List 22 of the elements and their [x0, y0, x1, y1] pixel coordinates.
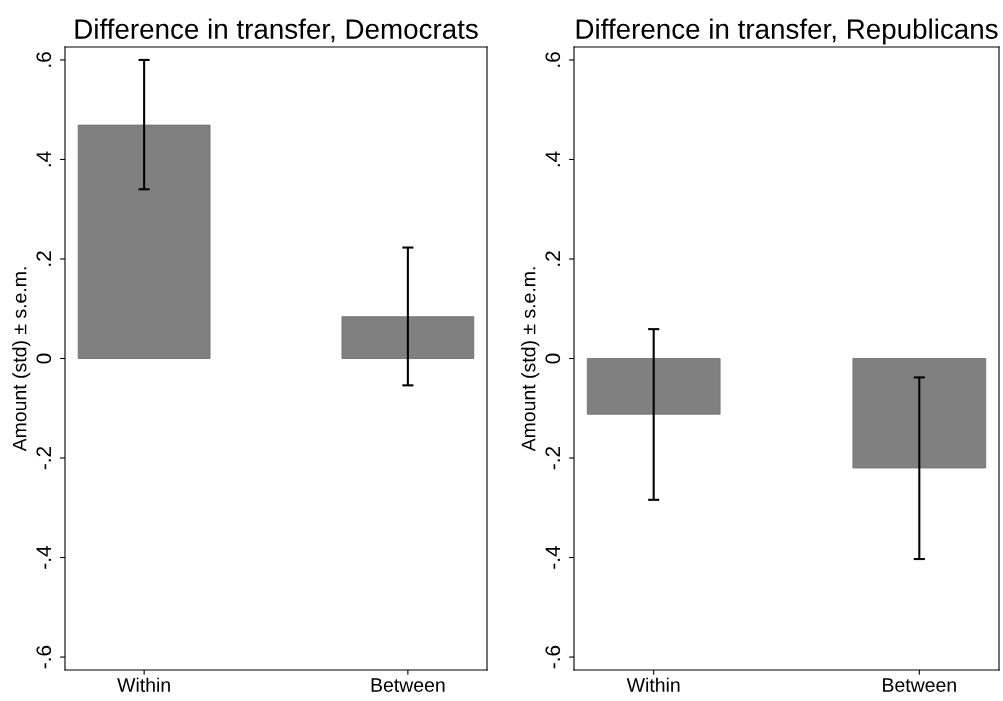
y-tick-label: -.4: [545, 545, 560, 569]
y-tick-label: -.6: [545, 645, 561, 669]
y-tick-label: .2: [545, 251, 560, 266]
y-tick-label: .4: [545, 151, 560, 167]
chart-title: Difference in transfer, Republicans: [576, 18, 998, 45]
x-tick-label: Between: [371, 678, 445, 692]
y-tick-label: -.2: [545, 446, 560, 470]
x-tick-label: Within: [626, 677, 680, 692]
y-axis-title: Amount (std) ± s.e.m.: [521, 267, 540, 452]
x-tick-label: Within: [117, 677, 170, 692]
y-tick-label: .2: [36, 251, 51, 266]
y-tick-label: -.2: [36, 446, 51, 470]
y-tick-label: 0: [545, 353, 561, 364]
y-tick-label: .4: [36, 151, 51, 167]
y-tick-label: .6: [36, 52, 52, 67]
y-tick-label: 0: [36, 353, 52, 364]
x-tick-label: Between: [883, 678, 956, 692]
y-tick-label: -.4: [36, 545, 51, 569]
y-tick-label: .6: [545, 52, 561, 67]
chart-title: Difference in transfer, Democrats: [75, 18, 478, 43]
y-tick-label: -.6: [36, 645, 52, 669]
y-axis-title: Amount (std) ± s.e.m.: [12, 267, 31, 452]
